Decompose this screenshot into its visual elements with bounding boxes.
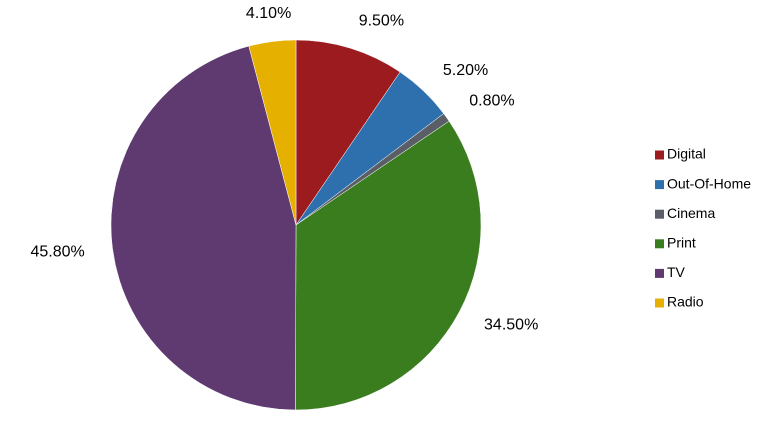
legend-swatch [655, 180, 664, 190]
legend-label: TV [667, 264, 686, 280]
legend-swatch [655, 268, 664, 278]
data-label: 34.50% [484, 316, 538, 333]
legend-swatch [655, 209, 664, 219]
data-label: 45.80% [30, 243, 84, 260]
pie-slice [248, 39, 297, 226]
data-label: 4.10% [246, 5, 291, 22]
legend-label: Out-Of-Home [667, 175, 751, 191]
legend-label: Radio [667, 294, 704, 310]
legend-swatch [655, 150, 664, 160]
pie-slice [295, 120, 482, 411]
legend-swatch [655, 239, 664, 249]
legend-swatch [655, 298, 664, 308]
legend-label: Cinema [667, 205, 715, 221]
legend-label: Digital [667, 146, 706, 162]
data-label: 0.80% [469, 92, 514, 109]
legend-label: Print [667, 235, 696, 251]
data-label: 9.50% [359, 13, 404, 30]
pie-slice [110, 45, 297, 411]
pie-slice [295, 39, 401, 226]
data-label: 5.20% [443, 62, 488, 79]
